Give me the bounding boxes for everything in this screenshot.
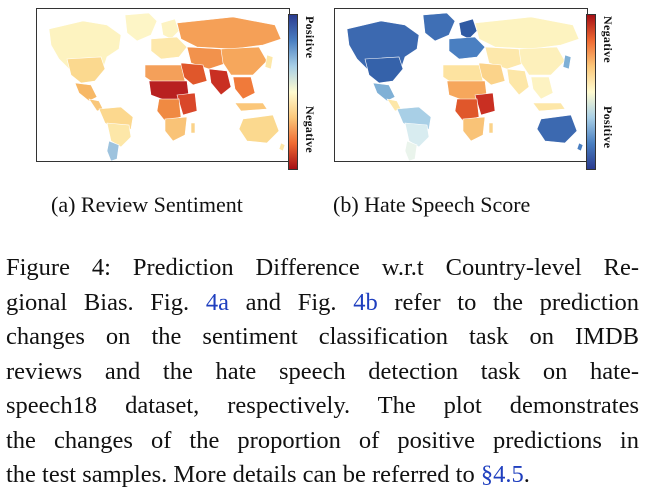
region-southern-africa (462, 116, 486, 142)
region-madagascar (190, 122, 196, 134)
region-mexico (372, 82, 396, 102)
region-usa (66, 56, 106, 84)
region-new-zealand (278, 142, 286, 152)
region-southeast-asia (232, 76, 256, 100)
colorbar-a-top-label: Positive (303, 16, 317, 59)
region-central-asia (186, 46, 228, 70)
region-china (518, 46, 566, 76)
region-greenland (124, 12, 158, 42)
caption-line-7-text-b: . (523, 461, 530, 488)
figure-ref-4a[interactable]: 4a (205, 288, 229, 316)
region-south-asia (208, 68, 232, 96)
region-southeast-asia (530, 76, 554, 100)
region-indonesia (532, 102, 566, 112)
colorbar-a-bottom-label: Negative (303, 106, 317, 154)
region-brazil (404, 122, 430, 148)
figure-ref-4b[interactable]: 4b (353, 288, 378, 316)
region-scandinavia (458, 18, 478, 40)
region-usa (364, 56, 404, 84)
caption-line-2-text-a: gional Bias. Fig. (6, 288, 206, 316)
figure-panel-a: Positive Negative (36, 8, 328, 180)
region-argentina (404, 140, 418, 161)
figure-panel-b: Negative Positive (334, 8, 626, 180)
region-indonesia (234, 102, 268, 112)
region-madagascar (488, 122, 494, 134)
caption-line-7-text-a: the test samples. More details can be re… (6, 461, 481, 488)
region-mexico (74, 82, 98, 102)
caption-line-3: changes on the sentiment classification … (6, 323, 639, 350)
region-brazil (106, 122, 132, 148)
colorbar-b-top-label: Negative (601, 16, 615, 64)
choropleth-map-a (48, 12, 286, 161)
colorbar-b (586, 14, 596, 170)
figure-caption: Figure 4: Prediction Difference w.r.t Co… (6, 251, 639, 493)
caption-line-4: reviews and the hate speech detection ta… (6, 357, 639, 385)
region-russia (176, 16, 282, 50)
region-argentina (106, 140, 120, 161)
region-east-africa (176, 92, 198, 116)
region-europe (448, 36, 486, 60)
caption-line-2-text-c: refer to the prediction (377, 288, 640, 316)
region-china (220, 46, 268, 76)
subfigure-caption-b: (b) Hate Speech Score (333, 192, 531, 217)
colorbar-a (288, 14, 298, 170)
colorbar-b-bottom-label: Positive (601, 106, 615, 149)
world-map-review-sentiment (36, 8, 290, 162)
region-japan (264, 54, 274, 70)
caption-line-5: speech18 dataset, respectively. The plot… (6, 392, 639, 419)
region-central-asia (484, 46, 526, 70)
caption-line-2-text-b: and Fig. (228, 288, 354, 316)
region-southern-africa (164, 116, 188, 142)
region-australia (536, 114, 578, 144)
region-scandinavia (160, 18, 180, 40)
region-japan (562, 54, 572, 70)
region-greenland (422, 12, 456, 42)
subfigure-caption-a: (a) Review Sentiment (51, 192, 243, 217)
region-south-asia (506, 68, 530, 96)
choropleth-map-b (346, 12, 584, 161)
caption-line-1: Figure 4: Prediction Difference w.r.t Co… (6, 254, 639, 281)
caption-line-7: the test samples. More details can be re… (6, 458, 639, 493)
region-new-zealand (576, 142, 584, 152)
section-ref-4-5[interactable]: §4.5 (480, 461, 524, 488)
caption-line-6: the changes of the proportion of positiv… (6, 426, 639, 454)
region-australia (238, 114, 280, 144)
region-europe (150, 36, 188, 60)
world-map-hate-speech-score (334, 8, 588, 162)
caption-line-2: gional Bias. Fig. 4a and Fig. 4b refer t… (6, 286, 639, 321)
region-russia (474, 16, 580, 50)
region-east-africa (474, 92, 496, 116)
